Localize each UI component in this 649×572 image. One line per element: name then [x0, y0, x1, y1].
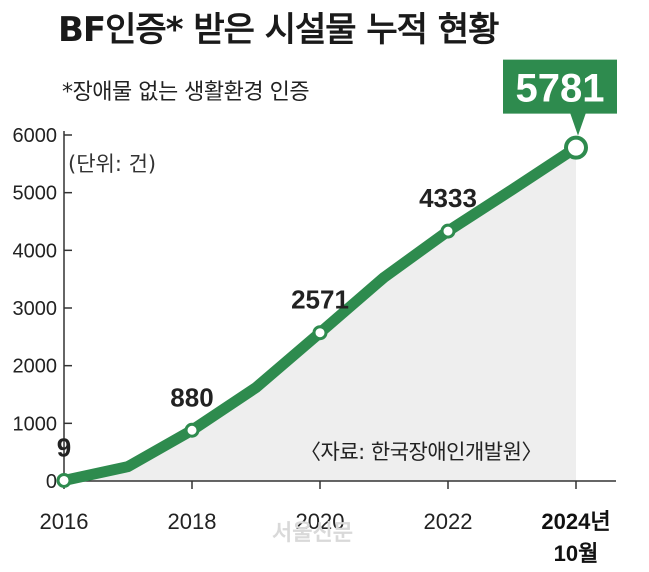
data-point — [564, 135, 588, 160]
data-label: 9 — [57, 432, 71, 462]
x-tick-label: 2024년 — [541, 509, 610, 534]
callout-box — [503, 59, 617, 114]
data-point — [440, 223, 456, 239]
chart-subtitle: *장애물 없는 생활환경 인증 — [62, 80, 310, 105]
y-tick-label: 1000 — [13, 413, 58, 435]
callout-pointer — [570, 112, 586, 136]
chart-title: BF인증* 받은 시설물 누적 현황 — [58, 10, 499, 50]
y-tick-label: 5000 — [13, 183, 58, 205]
y-tick-label: 0 — [46, 471, 57, 493]
y-tick-label: 6000 — [13, 125, 58, 147]
data-label: 880 — [170, 382, 213, 412]
source-note: 〈자료: 한국장애인개발원〉 — [300, 440, 542, 464]
x-tick-label: 2016 — [40, 509, 89, 534]
x-tick-label: 2022 — [424, 509, 473, 534]
x-tick-label-extra: 10월 — [554, 541, 599, 566]
data-point — [312, 325, 328, 341]
data-point — [56, 472, 72, 488]
x-tick-label: 2018 — [168, 509, 217, 534]
watermark: 서울신문 — [272, 521, 353, 546]
area-fill — [64, 147, 576, 481]
x-tick-label: 2020 — [296, 509, 345, 534]
y-tick-label: 2000 — [13, 356, 58, 378]
data-label: 5781 — [516, 67, 605, 111]
data-label: 2571 — [291, 285, 349, 315]
y-tick-label: 4000 — [13, 240, 58, 262]
data-point — [184, 422, 200, 438]
unit-note: (단위: 건) — [68, 152, 157, 176]
data-label: 4333 — [419, 183, 477, 213]
y-tick-label: 3000 — [13, 298, 58, 320]
